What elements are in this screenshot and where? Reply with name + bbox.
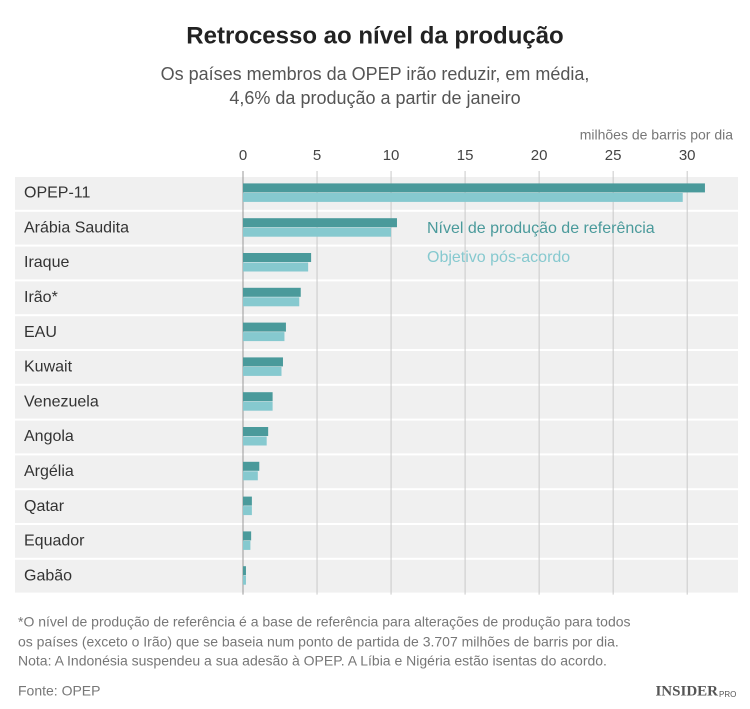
y-tick-label: Angola bbox=[24, 428, 74, 445]
x-tick-label: 10 bbox=[383, 147, 400, 164]
y-tick-label: Venezuela bbox=[24, 393, 99, 410]
y-tick-label: EAU bbox=[24, 324, 57, 341]
bar bbox=[243, 392, 273, 402]
row-band bbox=[15, 525, 738, 558]
bar bbox=[243, 496, 252, 506]
bar bbox=[243, 427, 269, 436]
bar bbox=[243, 575, 246, 585]
y-tick-label: Arábia Saudita bbox=[24, 219, 129, 236]
bar bbox=[243, 218, 397, 228]
y-tick-label: Irão* bbox=[24, 289, 58, 306]
bar bbox=[243, 357, 283, 367]
row-band bbox=[15, 559, 738, 593]
y-tick-label: Kuwait bbox=[24, 359, 73, 376]
bar bbox=[243, 183, 705, 193]
subtitle: 4,6% da produção a partir de janeiro bbox=[229, 88, 520, 108]
bar bbox=[243, 297, 300, 307]
bar bbox=[243, 227, 392, 237]
bar bbox=[243, 262, 309, 272]
bar bbox=[243, 506, 252, 516]
legend-label: Nível de produção de referência bbox=[427, 220, 655, 237]
x-tick-label: 0 bbox=[239, 147, 247, 164]
footnote: *O nível de produção de referência é a b… bbox=[18, 614, 631, 630]
row-band bbox=[15, 490, 738, 523]
row-band bbox=[15, 420, 738, 454]
x-tick-label: 30 bbox=[679, 147, 696, 164]
bar bbox=[243, 566, 246, 576]
footnote: Nota: A Indonésia suspendeu a sua adesão… bbox=[18, 653, 607, 669]
row-band bbox=[15, 281, 738, 315]
y-tick-label: Iraque bbox=[24, 254, 69, 271]
logo-suffix: PRO bbox=[719, 690, 736, 699]
bar bbox=[243, 287, 301, 297]
row-band bbox=[15, 351, 738, 384]
bar bbox=[243, 253, 312, 262]
x-tick-label: 5 bbox=[313, 147, 321, 164]
chart-title: Retrocesso ao nível da produção bbox=[186, 22, 563, 49]
y-tick-label: OPEP-11 bbox=[24, 185, 91, 202]
axis-label: milhões de barris por dia bbox=[580, 127, 734, 143]
y-tick-label: Qatar bbox=[24, 498, 65, 515]
bar bbox=[243, 461, 260, 471]
subtitle: Os países membros da OPEP irão reduzir, … bbox=[161, 64, 590, 84]
row-band bbox=[15, 455, 738, 489]
row-band bbox=[15, 385, 738, 419]
x-tick-label: 15 bbox=[457, 147, 474, 164]
bar bbox=[243, 332, 285, 342]
bar bbox=[243, 540, 251, 550]
y-tick-label: Gabão bbox=[24, 567, 72, 584]
row-band bbox=[15, 246, 738, 280]
bar bbox=[243, 192, 683, 202]
logo: INSIDER bbox=[655, 683, 718, 699]
source: Fonte: OPEP bbox=[18, 683, 100, 699]
x-tick-label: 25 bbox=[605, 147, 622, 164]
bar bbox=[243, 531, 252, 541]
bar bbox=[243, 471, 258, 481]
x-tick-label: 20 bbox=[531, 147, 548, 164]
bar bbox=[243, 401, 273, 411]
bar bbox=[243, 436, 267, 446]
legend-label: Objetivo pós-acordo bbox=[427, 249, 570, 266]
bar bbox=[243, 366, 282, 376]
row-band bbox=[15, 316, 738, 349]
bar bbox=[243, 322, 286, 332]
footnote: os países (exceto o Irão) que se baseia … bbox=[18, 634, 619, 650]
y-tick-label: Argélia bbox=[24, 463, 74, 480]
y-tick-label: Equador bbox=[24, 533, 85, 550]
